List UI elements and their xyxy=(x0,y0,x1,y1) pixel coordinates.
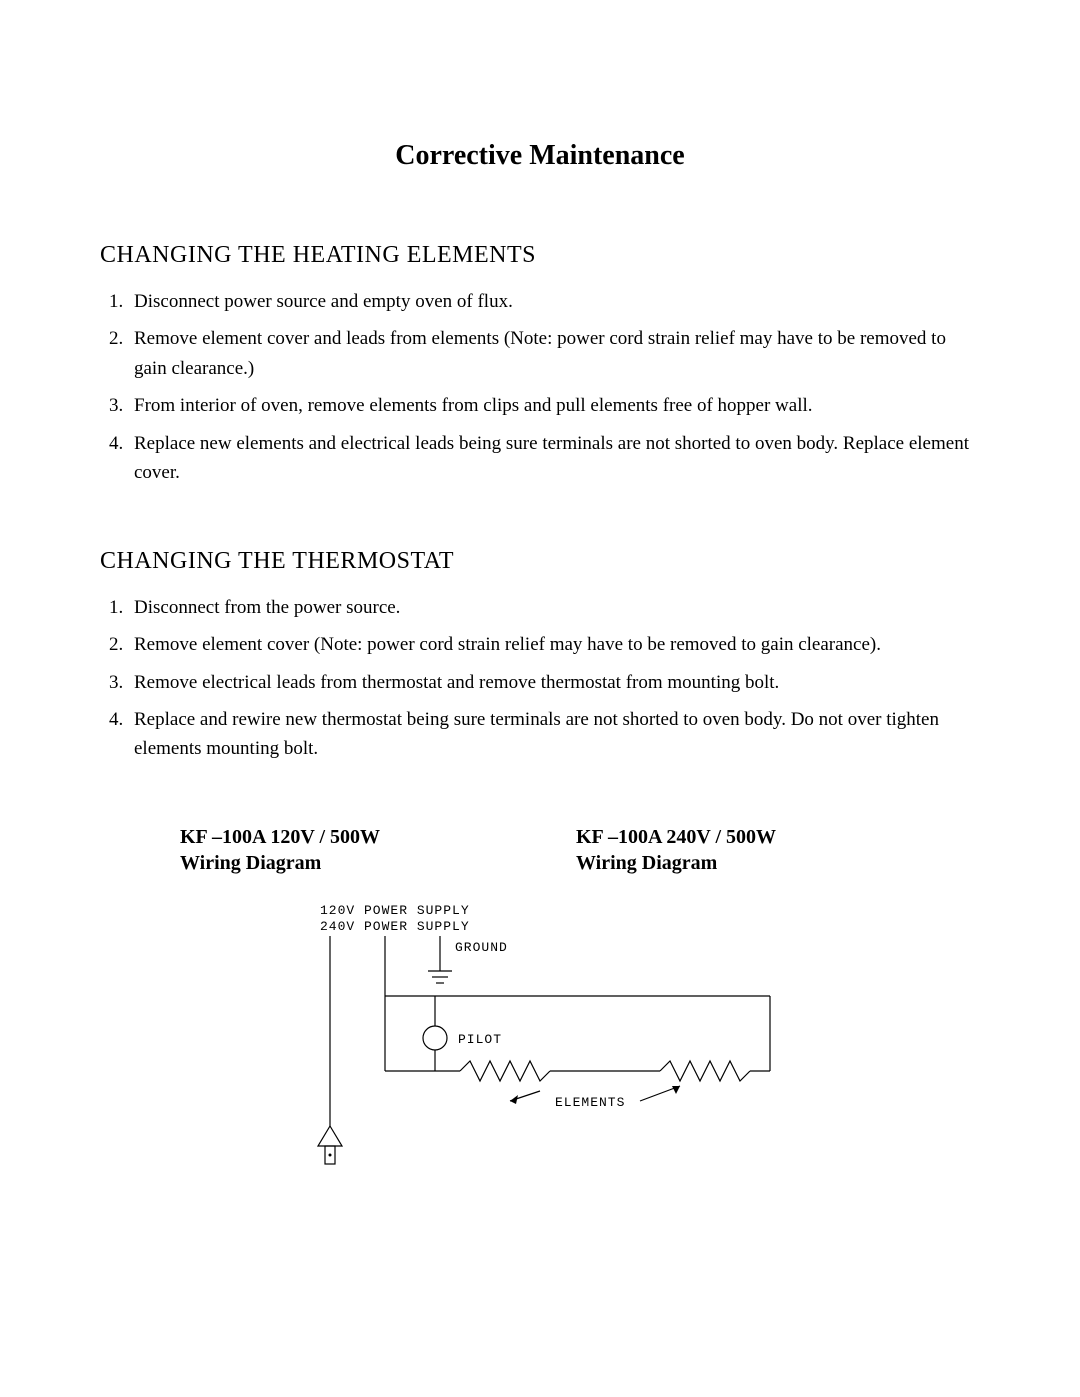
diagram-title-left-line1: KF –100A 120V / 500W xyxy=(180,826,380,848)
label-ps1: 120V POWER SUPPLY xyxy=(320,903,470,918)
label-elements: ELEMENTS xyxy=(555,1095,625,1110)
label-pilot: PILOT xyxy=(458,1032,502,1047)
diagram-title-right-line1: KF –100A 240V / 500W xyxy=(576,826,776,848)
diagram-title-right: KF –100A 240V / 500W Wiring Diagram xyxy=(576,824,900,876)
label-ps2: 240V POWER SUPPLY xyxy=(320,919,470,934)
list-item: Replace and rewire new thermostat being … xyxy=(128,705,980,764)
list-item: Disconnect from the power source. xyxy=(128,593,980,622)
diagram-title-right-line2: Wiring Diagram xyxy=(576,852,717,874)
diagram-title-left: KF –100A 120V / 500W Wiring Diagram xyxy=(180,824,504,876)
list-item: Remove element cover (Note: power cord s… xyxy=(128,630,980,659)
page-title: Corrective Maintenance xyxy=(100,140,980,172)
section1-steps: Disconnect power source and empty oven o… xyxy=(100,287,980,488)
list-item: Remove electrical leads from thermostat … xyxy=(128,668,980,697)
list-item: Remove element cover and leads from elem… xyxy=(128,324,980,383)
list-item: From interior of oven, remove elements f… xyxy=(128,391,980,420)
diagram-title-left-line2: Wiring Diagram xyxy=(180,852,321,874)
label-ground: GROUND xyxy=(455,940,508,955)
section2-steps: Disconnect from the power source. Remove… xyxy=(100,593,980,764)
section2-heading: CHANGING THE THERMOSTAT xyxy=(100,548,980,575)
diagram-titles-row: KF –100A 120V / 500W Wiring Diagram KF –… xyxy=(180,824,900,876)
section1-heading: CHANGING THE HEATING ELEMENTS xyxy=(100,242,980,269)
list-item: Disconnect power source and empty oven o… xyxy=(128,287,980,316)
list-item: Replace new elements and electrical lead… xyxy=(128,429,980,488)
wiring-diagram: 120V POWER SUPPLY 240V POWER SUPPLY GROU… xyxy=(100,896,980,1176)
